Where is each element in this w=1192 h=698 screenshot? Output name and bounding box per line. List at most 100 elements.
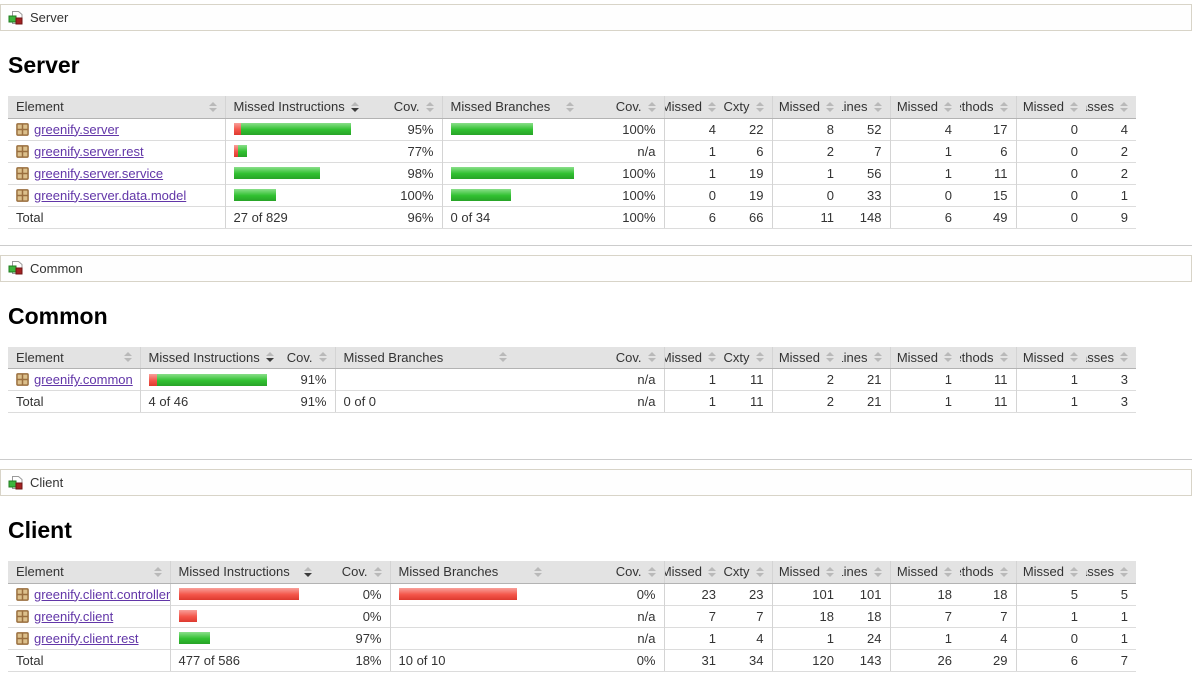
column-header-missed[interactable]: Missed: [889, 561, 960, 584]
package-link[interactable]: greenify.client.rest: [34, 630, 139, 646]
column-header-missed-branches[interactable]: Missed Branches: [441, 96, 582, 119]
group-icon: [8, 475, 24, 491]
instructions-coverage-bar: [224, 139, 365, 162]
sort-icon: [1120, 352, 1128, 363]
table-row: greenify.common 91% n/a 1 11 2 21 1 11 1…: [8, 368, 1136, 391]
sort-icon: [1070, 101, 1078, 112]
sort-icon: [647, 101, 656, 112]
counter-value: 11: [750, 372, 764, 387]
counter-value: 2: [1086, 161, 1136, 184]
instructions-coverage-bar: [224, 118, 365, 140]
total-label: Total: [8, 648, 170, 672]
column-header-missed[interactable]: Missed: [1015, 96, 1086, 119]
column-header-methods[interactable]: Methods: [960, 561, 1016, 584]
section-divider: [0, 244, 1192, 246]
counter-value: 6: [724, 139, 772, 162]
breadcrumb-label: Client: [30, 475, 64, 490]
counter-value: 7: [960, 604, 1016, 627]
column-header-methods[interactable]: Methods: [960, 346, 1016, 369]
sort-icon: [873, 566, 882, 577]
counter-value: 1: [663, 390, 724, 413]
column-header-element[interactable]: Element: [8, 96, 225, 119]
column-header-cov[interactable]: Cov.: [582, 96, 664, 119]
counter-value: 0: [1015, 205, 1086, 229]
instructions-coverage-bar: [224, 183, 365, 206]
sort-icon: [1120, 101, 1128, 112]
package-link[interactable]: greenify.server.service: [34, 165, 164, 181]
column-header-missed[interactable]: Missed: [663, 346, 724, 369]
column-header-cxty[interactable]: Cxty: [724, 561, 772, 584]
table-row: greenify.server.service 98% 100% 1 19 1 …: [8, 161, 1136, 184]
page-title: Common: [8, 302, 108, 329]
total-branches-cov: 0%: [550, 648, 664, 672]
column-header-cov[interactable]: Cov.: [550, 561, 664, 584]
column-header-missed-branches[interactable]: Missed Branches: [389, 561, 550, 584]
counter-value: 6: [960, 139, 1016, 162]
column-header-missed-instructions[interactable]: Missed Instructions: [139, 346, 275, 369]
column-header-cxty[interactable]: Cxty: [724, 346, 772, 369]
counter-value: 8: [771, 118, 842, 140]
package-link[interactable]: greenify.server: [34, 121, 120, 137]
sort-icon: [944, 101, 952, 112]
column-header-cov[interactable]: Cov.: [320, 561, 390, 584]
total-row: Total 4 of 46 91% 0 of 0 n/a 1 11 2 21 1…: [8, 390, 1136, 413]
column-header-missed[interactable]: Missed: [1015, 561, 1086, 584]
sort-icon: [647, 352, 656, 363]
column-header-lines[interactable]: Lines: [842, 96, 890, 119]
column-header-missed[interactable]: Missed: [663, 561, 724, 584]
column-header-missed[interactable]: Missed: [771, 96, 842, 119]
column-header-cxty[interactable]: Cxty: [724, 96, 772, 119]
counter-value: 0: [1015, 183, 1086, 206]
column-header-classes[interactable]: Classes: [1086, 561, 1136, 584]
counter-value: 1: [1015, 604, 1086, 627]
sort-icon: [425, 101, 434, 112]
breadcrumb-bar: Common: [0, 254, 1192, 282]
instructions-coverage-percent: 95%: [407, 121, 434, 137]
branches-coverage-percent: 100%: [622, 121, 656, 137]
column-header-missed[interactable]: Missed: [771, 561, 842, 584]
column-header-cov[interactable]: Cov.: [515, 346, 664, 369]
column-header-missed-instructions[interactable]: Missed Instructions: [169, 561, 320, 584]
package-link[interactable]: greenify.client.controller: [34, 586, 170, 602]
column-header-missed[interactable]: Missed: [1015, 346, 1086, 369]
column-header-missed[interactable]: Missed: [663, 96, 724, 119]
column-header-missed-instructions[interactable]: Missed Instructions: [224, 96, 365, 119]
column-header-classes[interactable]: Classes: [1086, 346, 1136, 369]
column-header-element[interactable]: Element: [8, 561, 170, 584]
column-header-methods[interactable]: Methods: [960, 96, 1016, 119]
sort-desc-icon: [304, 566, 312, 577]
column-header-missed[interactable]: Missed: [889, 96, 960, 119]
package-link[interactable]: greenify.common: [34, 372, 133, 387]
counter-value: 31: [663, 648, 724, 672]
column-header-missed[interactable]: Missed: [771, 346, 842, 369]
counter-value: 5: [1015, 583, 1086, 605]
counter-value: 1: [889, 139, 960, 162]
sort-desc-icon: [350, 101, 359, 112]
column-header-classes[interactable]: Classes: [1086, 96, 1136, 119]
package-link[interactable]: greenify.server.rest: [34, 143, 144, 159]
column-header-element[interactable]: Element: [8, 346, 140, 369]
counter-value: 2: [771, 139, 842, 162]
column-header-missed[interactable]: Missed: [889, 346, 960, 369]
counter-value: 19: [724, 161, 772, 184]
column-header-cov[interactable]: Cov.: [365, 96, 442, 119]
column-header-cov[interactable]: Cov.: [275, 346, 335, 369]
package-link[interactable]: greenify.server.data.model: [34, 187, 187, 203]
package-link[interactable]: greenify.client: [34, 608, 114, 624]
instructions-coverage-bar: [224, 161, 365, 184]
counter-value: 11: [771, 205, 842, 229]
total-branches: 0 of 0: [334, 390, 515, 413]
table-row: greenify.client 0% n/a 7 7 18 18 7 7 1 1: [8, 604, 1136, 627]
sort-icon: [1120, 566, 1128, 577]
branches-coverage-bar: [441, 118, 582, 140]
branches-coverage-percent: 100%: [582, 161, 664, 184]
column-header-missed-branches[interactable]: Missed Branches: [334, 346, 515, 369]
counter-value: 11: [994, 372, 1008, 387]
sort-icon: [499, 352, 507, 363]
column-header-lines[interactable]: Lines: [842, 561, 890, 584]
counter-value: 0: [1015, 139, 1086, 162]
package-icon: [16, 609, 29, 623]
counter-value: 1: [1086, 604, 1136, 627]
coverage-table-client: Element Missed Instructions Cov. Missed …: [8, 561, 1136, 672]
column-header-lines[interactable]: Lines: [842, 346, 890, 369]
